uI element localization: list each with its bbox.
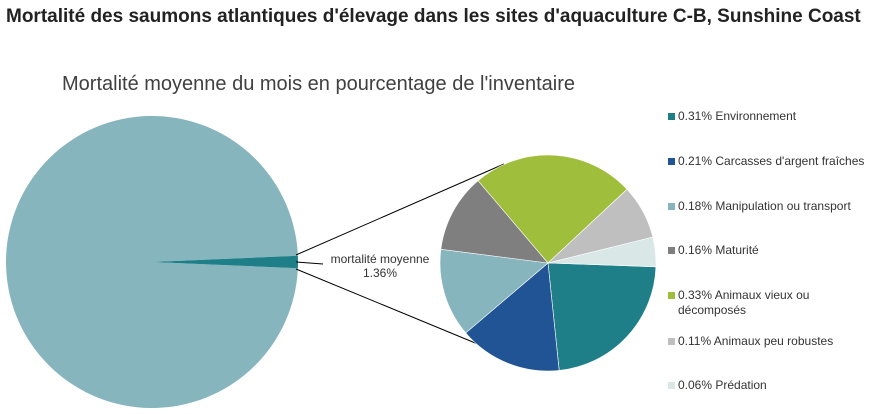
legend-item: 0.33% Animaux vieux ou décomposés: [668, 288, 870, 318]
legend-item: 0.16% Maturité: [668, 243, 870, 258]
chart-subtitle: Mortalité moyenne du mois en pourcentage…: [62, 73, 576, 95]
callout-label: mortalité moyenne 1.36%: [320, 252, 440, 280]
secondary-pie-slice-6: [547, 236, 657, 268]
secondary-pie-slice-4: [477, 154, 628, 264]
legend-label: 0.21% Carcasses d'argent fraîches: [678, 154, 865, 168]
legend-item: 0.21% Carcasses d'argent fraîches: [668, 154, 870, 169]
callout-label-text: mortalité moyenne: [330, 252, 430, 266]
main-pie-rest-slice: [6, 115, 298, 408]
callout-leader-line: [295, 261, 324, 265]
legend-label: 0.06% Prédation: [678, 378, 767, 392]
secondary-pie-slice-2: [439, 248, 549, 334]
callout-value: 1.36%: [362, 266, 398, 280]
legend-swatch: [668, 292, 675, 299]
secondary-pie-slice-1: [465, 262, 560, 372]
legend-item: 0.31% Environnement: [668, 109, 870, 124]
legend-label: 0.31% Environnement: [678, 109, 797, 123]
legend-label: 0.16% Maturité: [678, 243, 759, 257]
legend-swatch: [668, 203, 675, 210]
connector-line-bottom: [295, 268, 498, 353]
legend-swatch: [668, 382, 675, 389]
legend-label: 0.18% Manipulation ou transport: [678, 199, 851, 213]
legend-label: 0.11% Animaux peu robustes: [678, 334, 834, 348]
secondary-pie-slice-0: [547, 262, 657, 371]
main-pie-mortality-slice: [152, 255, 298, 269]
legend-item: 0.11% Animaux peu robustes: [668, 334, 870, 349]
legend-swatch: [668, 158, 675, 165]
legend-label: 0.33% Animaux vieux ou décomposés: [678, 288, 810, 317]
secondary-pie-slice-3: [440, 180, 549, 264]
legend-item: 0.06% Prédation: [668, 378, 870, 393]
legend-swatch: [668, 338, 675, 345]
legend-swatch: [668, 247, 675, 254]
connector-line-top: [295, 163, 505, 256]
chart-title: Mortalité des saumons atlantiques d'élev…: [6, 6, 861, 27]
legend-item: 0.18% Manipulation ou transport: [668, 199, 870, 214]
legend-swatch: [668, 113, 675, 120]
